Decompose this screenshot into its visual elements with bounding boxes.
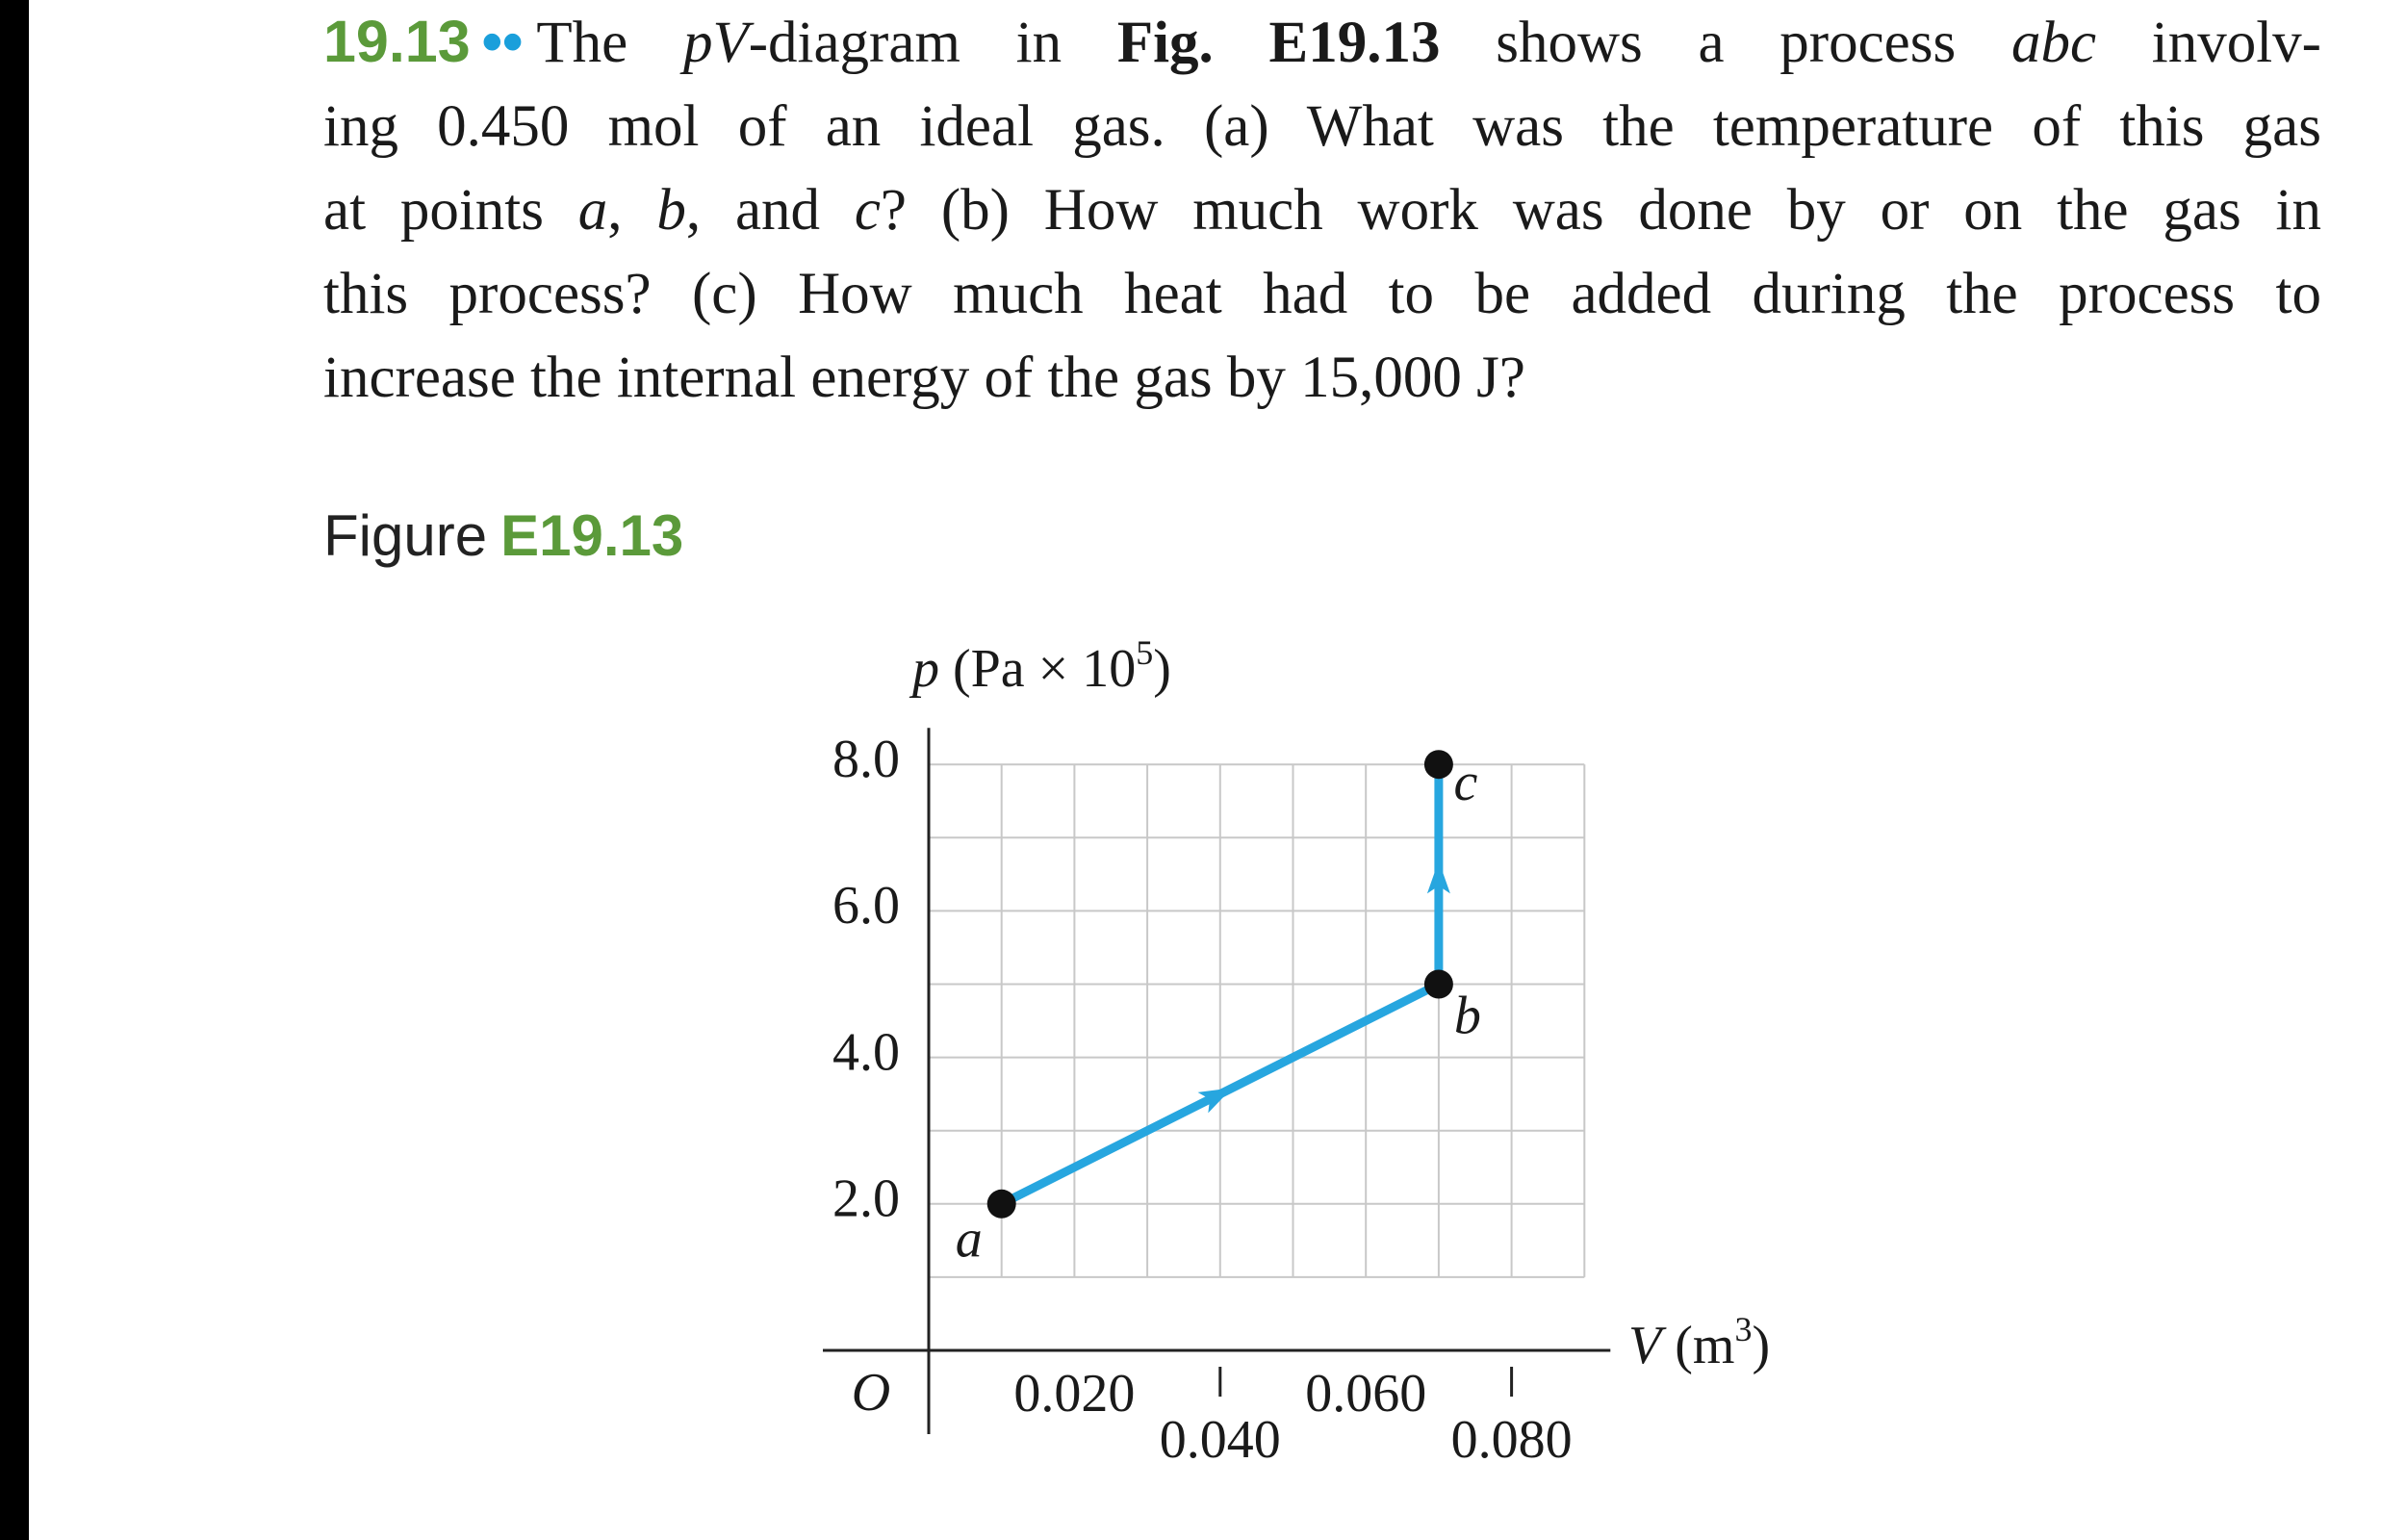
y-tick-label: 4.0 [832, 1022, 900, 1082]
x-tick-label: 0.040 [1160, 1410, 1281, 1470]
text: The [536, 11, 683, 75]
text: involv- [2096, 11, 2321, 75]
text-line: this process? (c) How much heat had to b… [323, 252, 2321, 336]
figure-prefix: Figure [323, 503, 488, 568]
text-line: ing 0.450 mol of an ideal gas. (a) What … [323, 85, 2321, 168]
state-point [1423, 969, 1453, 999]
x-tick-label: 0.060 [1305, 1364, 1426, 1424]
text: increase the internal energy of the gas … [323, 346, 1525, 410]
problem-number: 19.13 [323, 9, 471, 74]
text: , and [685, 178, 855, 243]
direction-arrow [1197, 1088, 1233, 1114]
left-edge [0, 0, 29, 1540]
x-var: V [1628, 1316, 1667, 1375]
direction-arrow [1426, 860, 1450, 894]
x-tick-label: 0.020 [1013, 1364, 1135, 1424]
text: pV [682, 11, 749, 75]
point-label: b [1454, 986, 1481, 1045]
text: ? (b) How much work was done by or on th… [880, 178, 2321, 243]
y-unit: (Pa × 10 [939, 639, 1136, 699]
text: c [854, 178, 881, 243]
text-line: increase the internal energy of the gas … [323, 336, 2321, 420]
y-var: p [909, 639, 939, 699]
x-tick-label: 0.080 [1451, 1410, 1573, 1470]
y-tick-label: 6.0 [832, 876, 900, 936]
y-unit-close: ) [1153, 639, 1171, 699]
text-line: at points a, b, and c? (b) How much work… [323, 168, 2321, 252]
text: b [656, 178, 686, 243]
y-exp: 5 [1136, 633, 1153, 672]
point-label: a [956, 1210, 983, 1270]
origin-label: O [852, 1363, 890, 1423]
text: ing 0.450 mol of an ideal gas. (a) What … [323, 94, 2321, 159]
state-point [1423, 750, 1453, 780]
problem-text: 19.13 •• The pV-diagram in Fig. E19.13 sho… [323, 0, 2321, 420]
y-axis-label: p (Pa × 105) [909, 633, 1171, 699]
figure-id: E19.13 [500, 503, 684, 568]
text: abc [2010, 11, 2097, 75]
y-tick-label: 8.0 [832, 730, 900, 789]
x-unit: (m [1661, 1316, 1734, 1375]
x-unit-close: ) [1752, 1316, 1770, 1375]
difficulty: •• [481, 9, 524, 74]
text: this process? (c) How much heat had to b… [323, 262, 2321, 326]
figure-label: Figure E19.13 [323, 502, 683, 569]
x-axis-label: V (m3) [1628, 1310, 1770, 1375]
text: shows a process [1440, 11, 2011, 75]
text: at points [323, 178, 578, 243]
text: , [607, 178, 657, 243]
text-line: 19.13 •• The pV-diagram in Fig. E19.13 sho… [323, 0, 2321, 85]
text: a [577, 178, 608, 243]
y-tick-label: 2.0 [832, 1169, 900, 1229]
point-label: c [1453, 753, 1477, 812]
x-exp: 3 [1734, 1310, 1752, 1348]
text: -diagram in [748, 11, 1117, 75]
text: Fig. E19.13 [1116, 11, 1441, 75]
state-point [986, 1189, 1016, 1219]
